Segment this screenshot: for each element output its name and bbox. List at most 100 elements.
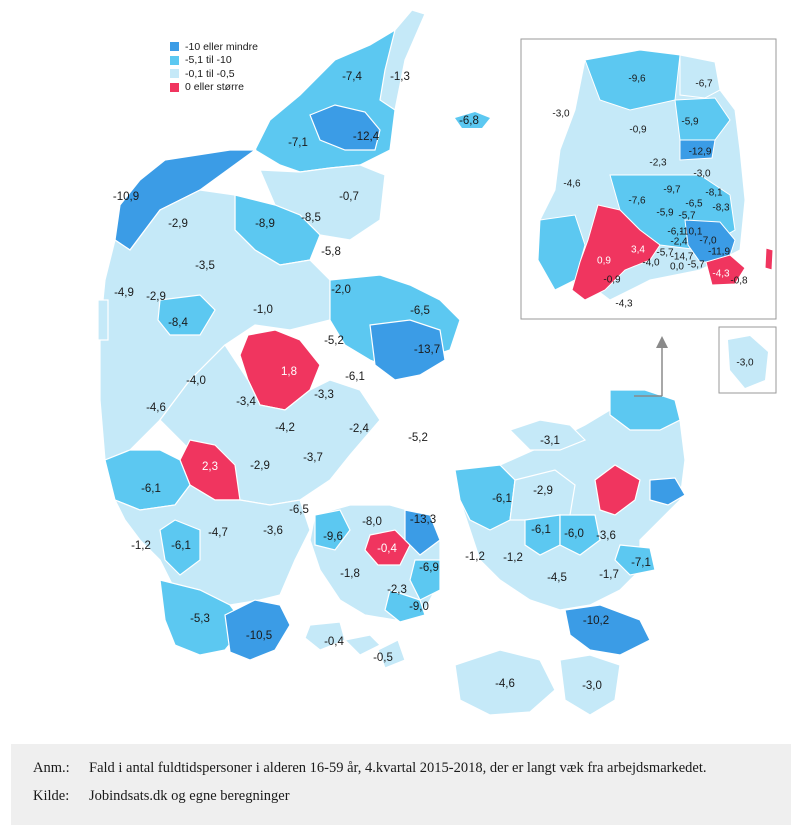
municipality-value-label: -2,9 xyxy=(146,291,166,303)
municipality-value-label: -2,4 xyxy=(670,237,688,248)
value-labels: -7,4 -1,3 -6,8 -7,1 -12,4 -0,7 -10,9 -2,9 -8,9 -8… xyxy=(113,71,651,692)
region-roskilde-red xyxy=(594,464,641,516)
municipality-value-label: -5,7 xyxy=(678,211,696,222)
municipality-value-label: -0,4 xyxy=(377,543,397,555)
municipality-value-label: -5,2 xyxy=(408,432,428,444)
note-row: Anm.: Fald i antal fuldtidspersoner i al… xyxy=(33,760,706,777)
region-holstebro xyxy=(157,294,216,336)
municipality-value-label: -1,2 xyxy=(503,552,523,564)
municipality-value-label: -6,8 xyxy=(459,115,479,127)
legend-item: -5,1 til -10 xyxy=(170,54,258,68)
municipality-value-label: -10,1 xyxy=(680,227,703,238)
municipality-value-label: -6,1 xyxy=(531,524,551,536)
inset-northeast xyxy=(674,97,731,141)
municipality-value-label: -4,3 xyxy=(615,299,633,310)
inset-rudersdal xyxy=(679,139,716,161)
municipality-value-label: -4,6 xyxy=(146,402,166,414)
municipality-value-label: -2,9 xyxy=(168,218,188,230)
municipality-value-label: -13,3 xyxy=(410,514,436,526)
bornholm-land xyxy=(728,336,768,388)
municipality-value-label: -3,6 xyxy=(596,530,616,542)
region-aalborg-area xyxy=(309,104,381,151)
inset-value-labels: -9,6 -6,7 -3,0 -0,9 -5,9 -12,9 -2,3 -3,0 -4,6 -9,… xyxy=(552,74,754,369)
legend-label: 0 eller større xyxy=(185,81,244,94)
municipality-value-label: -3,1 xyxy=(540,435,560,447)
municipality-value-label: -1,8 xyxy=(340,568,360,580)
municipality-value-label: -8,0 xyxy=(362,516,382,528)
municipality-value-label: -4,2 xyxy=(275,422,295,434)
inset-saltholm xyxy=(764,247,774,271)
municipality-value-label: -0,5 xyxy=(373,652,393,664)
denmark-map: -7,4 -1,3 -6,8 -7,1 -12,4 -0,7 -10,9 -2,9 -8,9 -8… xyxy=(97,9,777,716)
municipality-value-label: -9,6 xyxy=(628,74,646,85)
municipality-value-label: -5,8 xyxy=(321,246,341,258)
municipality-value-label: -6,1 xyxy=(492,493,512,505)
region-vejle-kolding xyxy=(159,519,201,576)
municipality-value-label: -6,0 xyxy=(564,528,584,540)
inset-pointer xyxy=(634,336,668,397)
municipality-value-label: -5,2 xyxy=(324,335,344,347)
municipality-value-label: -4,0 xyxy=(186,375,206,387)
legend-item: 0 eller større xyxy=(170,81,258,95)
legend-label: -10 eller mindre xyxy=(185,40,258,53)
municipality-value-label: -3,3 xyxy=(314,389,334,401)
municipality-value-label: -4,6 xyxy=(563,179,581,190)
municipality-value-label: -4,6 xyxy=(495,678,515,690)
municipality-value-label: -3,0 xyxy=(582,680,602,692)
municipality-value-label: -1,7 xyxy=(599,569,619,581)
inset-helsingor xyxy=(679,54,721,99)
municipality-value-label: -6,5 xyxy=(289,504,309,516)
municipality-value-label: -0,9 xyxy=(629,125,647,136)
legend-item: -10 eller mindre xyxy=(170,40,258,54)
source-key: Kilde: xyxy=(33,788,70,804)
legend-item: -0,1 til -0,5 xyxy=(170,67,258,81)
funen xyxy=(304,504,441,669)
municipality-value-label: -0,4 xyxy=(324,636,344,648)
municipality-value-label: -1,2 xyxy=(465,551,485,563)
municipality-value-label: -0,8 xyxy=(730,276,748,287)
municipality-value-label: -5,3 xyxy=(190,613,210,625)
municipality-value-label: -9,6 xyxy=(323,531,343,543)
municipality-value-label: -3,0 xyxy=(736,358,754,369)
region-sonderborg xyxy=(224,599,291,661)
region-faxe xyxy=(614,544,656,576)
region-svendborg xyxy=(384,589,426,623)
region-copenhagen-small xyxy=(649,477,686,506)
note-text: Fald i antal fuldtidspersoner i alderen … xyxy=(89,760,707,776)
municipality-value-label: -5,7 xyxy=(656,248,674,259)
municipality-value-label: 0,0 xyxy=(670,262,684,273)
municipality-value-label: -2,9 xyxy=(250,460,270,472)
municipality-value-label: -2,3 xyxy=(387,584,407,596)
island-langeland xyxy=(377,639,406,669)
inset-red-west xyxy=(571,204,661,301)
legend-label: -0,1 til -0,5 xyxy=(185,67,235,80)
municipality-value-label: -7,6 xyxy=(628,196,646,207)
municipality-value-label: -10,2 xyxy=(583,615,609,627)
municipality-value-label: -12,4 xyxy=(353,131,380,143)
municipality-value-label: -6,1 xyxy=(171,540,191,552)
municipality-value-label: -1,3 xyxy=(390,71,410,83)
region-ringsted xyxy=(524,514,561,556)
region-south-jutland xyxy=(113,484,311,606)
municipality-value-label: -3,0 xyxy=(552,109,570,120)
region-djursland-east xyxy=(369,319,446,381)
island-falster xyxy=(559,654,621,716)
island-aeroe-small xyxy=(304,621,346,651)
region-nyborg xyxy=(409,559,441,601)
inset-red-east xyxy=(705,254,746,286)
municipality-value-label: -0,9 xyxy=(603,275,621,286)
source-text: Jobindsats.dk og egne beregninger xyxy=(89,788,290,804)
municipality-value-label: -6,1 xyxy=(667,227,685,238)
region-vendsyssel-east xyxy=(379,9,426,111)
region-moen xyxy=(564,604,651,656)
region-west-islands xyxy=(97,299,109,341)
municipality-value-label: -6,7 xyxy=(695,79,713,90)
municipality-value-label: -11,9 xyxy=(708,247,730,258)
municipality-value-label: -9,0 xyxy=(409,601,429,613)
municipality-value-label: -7,4 xyxy=(342,71,362,83)
region-kalundborg xyxy=(454,464,516,531)
region-middelfart xyxy=(314,509,351,551)
municipality-value-label: -3,5 xyxy=(195,260,215,272)
municipality-value-label: -4,7 xyxy=(208,527,228,539)
jutland xyxy=(97,9,461,661)
